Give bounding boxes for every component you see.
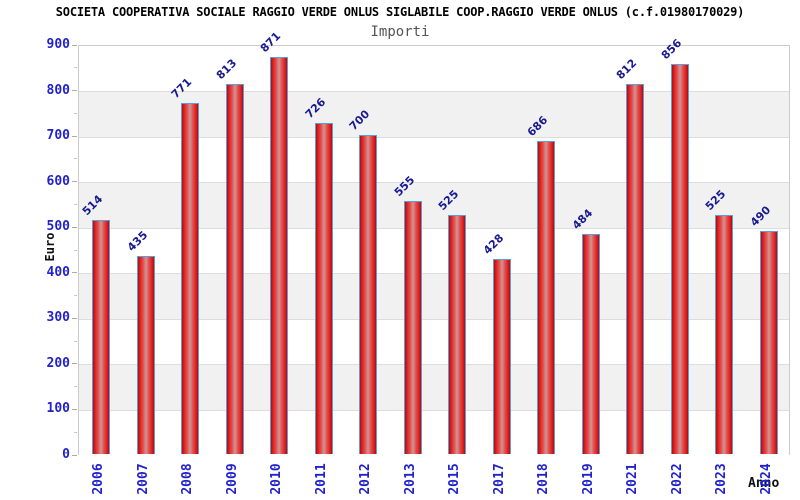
y-tick-label: 600 <box>46 173 70 189</box>
gridline <box>79 319 789 320</box>
y-minor-tick-mark <box>74 432 77 433</box>
y-tick-mark <box>72 409 77 410</box>
bar: 525 <box>703 188 734 454</box>
y-tick-mark <box>72 136 77 137</box>
bar: 726 <box>303 96 333 454</box>
bar: 856 <box>659 37 689 454</box>
plot-area: 514 435 771 813 871 726 700 555 525 428 686 484 812 8… <box>78 30 790 456</box>
x-tick-label: 2006 <box>91 463 107 495</box>
bar: 686 <box>525 114 556 454</box>
bar: 771 <box>169 76 200 454</box>
bar: 428 <box>481 232 511 454</box>
bar: 813 <box>214 57 244 454</box>
y-minor-tick-mark <box>74 113 77 114</box>
y-tick-label: 800 <box>46 82 70 98</box>
x-tick-label: 2012 <box>358 463 374 495</box>
gridline <box>79 273 789 274</box>
bar: 484 <box>570 207 600 454</box>
plot-band <box>79 46 789 92</box>
x-tick-label: 2007 <box>135 463 151 495</box>
y-minor-tick-mark <box>74 204 77 205</box>
y-minor-tick-mark <box>74 250 77 251</box>
y-tick-label: 300 <box>46 310 70 326</box>
gridline <box>79 228 789 229</box>
bar: 490 <box>748 204 778 454</box>
x-tick-label: 2021 <box>625 463 641 495</box>
y-minor-tick-mark <box>74 341 77 342</box>
y-tick-mark <box>72 318 77 319</box>
y-tick-label: 900 <box>46 37 70 52</box>
x-tick-label: 2018 <box>536 463 552 495</box>
bar: 525 <box>436 188 467 454</box>
x-tick-label: 2010 <box>269 463 285 495</box>
y-minor-tick-mark <box>74 67 77 68</box>
x-tick-label: 2009 <box>224 463 240 495</box>
y-tick-mark <box>72 455 77 456</box>
x-tick-label: 2019 <box>580 463 596 495</box>
gridline <box>79 364 789 365</box>
x-tick-label: 2022 <box>669 463 685 495</box>
x-tick-label: 2008 <box>180 463 196 495</box>
x-tick-label: 2024 <box>758 463 774 495</box>
chart-subtitle: Importi <box>370 24 430 40</box>
x-tick-label: 2011 <box>313 463 329 495</box>
bar: 435 <box>125 229 155 454</box>
x-tick-label: 2023 <box>714 463 730 495</box>
x-axis-name: Anno <box>748 476 780 491</box>
y-tick-mark <box>72 227 77 228</box>
y-tick-mark <box>72 45 77 46</box>
bar: 700 <box>347 108 378 454</box>
y-tick-label: 0 <box>62 447 70 462</box>
y-tick-label: 400 <box>46 264 70 280</box>
y-tick-label: 100 <box>46 401 70 417</box>
chart-title: SOCIETA COOPERATIVA SOCIALE RAGGIO VERDE… <box>55 5 745 19</box>
y-tick-label: 700 <box>46 128 70 144</box>
bar: 555 <box>392 174 422 454</box>
y-tick-mark <box>72 272 77 273</box>
bar: 812 <box>614 57 645 454</box>
y-tick-mark <box>72 363 77 364</box>
x-tick-label: 2017 <box>491 463 507 495</box>
y-minor-tick-mark <box>74 158 77 159</box>
y-tick-label: 200 <box>46 355 70 371</box>
y-tick-label: 500 <box>46 219 70 235</box>
gridline <box>79 182 789 183</box>
y-tick-mark <box>72 181 77 182</box>
gridline <box>79 410 789 411</box>
bar: 871 <box>258 30 289 454</box>
y-minor-tick-mark <box>74 295 77 296</box>
x-tick-label: 2013 <box>402 463 418 495</box>
y-minor-tick-mark <box>74 386 77 387</box>
bar: 514 <box>80 193 111 454</box>
y-tick-mark <box>72 90 77 91</box>
gridline <box>79 137 789 138</box>
gridline <box>79 91 789 92</box>
x-tick-label: 2015 <box>447 463 463 495</box>
